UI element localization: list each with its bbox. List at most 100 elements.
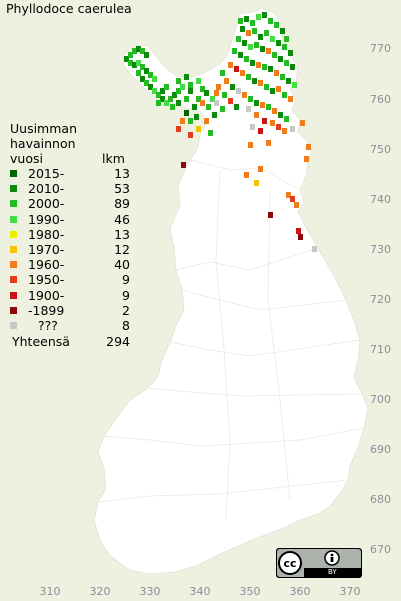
observation-cell xyxy=(176,88,181,94)
observation-cell xyxy=(258,80,263,86)
legend-item: 1900- 9 xyxy=(10,288,130,303)
observation-cell xyxy=(172,92,177,98)
legend-item-label: 1990- xyxy=(28,211,65,227)
observation-cell xyxy=(176,100,181,106)
observation-cell xyxy=(148,72,153,78)
observation-cell xyxy=(272,108,277,114)
legend-item-count: 2 xyxy=(122,302,130,318)
observation-cell xyxy=(188,88,193,94)
observation-cell xyxy=(168,96,173,102)
observation-cell xyxy=(132,62,137,68)
observation-cell xyxy=(220,106,225,112)
observation-cell xyxy=(148,84,153,90)
observation-cell xyxy=(248,142,253,148)
observation-cell xyxy=(240,26,245,32)
observation-cell xyxy=(292,82,297,88)
license-label: BY xyxy=(328,568,337,576)
observation-cell xyxy=(192,104,197,110)
observation-cell xyxy=(144,68,149,74)
legend-item: 1960- 40 xyxy=(10,257,130,272)
observation-cell xyxy=(250,60,255,66)
observation-cell xyxy=(246,74,251,80)
legend-item-label: -1899 xyxy=(28,302,65,318)
legend-item-count: 13 xyxy=(114,166,130,181)
legend-item-count: 9 xyxy=(122,287,130,303)
observation-cell xyxy=(242,40,247,46)
observation-cell xyxy=(246,30,251,36)
observation-cell xyxy=(124,56,129,62)
observation-cell xyxy=(238,18,243,24)
legend-swatch xyxy=(10,306,17,314)
observation-cell xyxy=(214,100,219,106)
legend-item: 2010- 53 xyxy=(10,181,130,196)
observation-cell xyxy=(276,40,281,46)
observation-cell xyxy=(170,104,175,110)
legend-swatch xyxy=(10,170,17,177)
observation-cell xyxy=(258,166,263,172)
svg-text:cc: cc xyxy=(283,557,296,570)
observation-cell xyxy=(176,78,181,84)
observation-cell xyxy=(260,102,265,108)
legend-item-count: 46 xyxy=(114,211,130,227)
observation-cell xyxy=(300,120,305,126)
observation-cell xyxy=(266,104,271,110)
observation-cell xyxy=(250,20,255,26)
x-tick-label: 360 xyxy=(290,585,311,598)
observation-cell xyxy=(254,112,259,118)
observation-cell xyxy=(290,64,295,70)
observation-cell xyxy=(234,66,239,72)
y-tick-label: 770 xyxy=(370,42,391,55)
observation-cell xyxy=(200,86,205,92)
legend-item-count: 8 xyxy=(122,317,130,333)
legend-item-label: 1980- xyxy=(28,226,65,242)
observation-cell xyxy=(240,70,245,76)
observation-cell xyxy=(208,130,213,136)
y-tick-label: 760 xyxy=(370,93,391,106)
observation-cell xyxy=(264,30,269,36)
observation-cell xyxy=(220,70,225,76)
observation-cell xyxy=(260,46,265,52)
observation-cells xyxy=(124,12,317,252)
observation-cell xyxy=(256,14,261,20)
observation-cell xyxy=(252,28,257,34)
x-tick-label: 350 xyxy=(240,585,261,598)
observation-cell xyxy=(276,124,281,130)
legend-swatch xyxy=(10,185,17,193)
observation-cell xyxy=(184,96,189,102)
observation-cell xyxy=(181,162,186,168)
legend-item: 1970- 12 xyxy=(10,242,130,257)
legend-item-label: 1950- xyxy=(28,272,65,288)
y-tick-label: 700 xyxy=(370,393,391,406)
observation-cell xyxy=(136,46,141,52)
observation-cell xyxy=(136,60,141,66)
legend-item-label: 1960- xyxy=(28,257,65,273)
observation-cell xyxy=(264,84,269,90)
legend-item-count: 13 xyxy=(114,226,130,242)
observation-cell xyxy=(268,18,273,24)
observation-cell xyxy=(200,100,205,106)
observation-cell xyxy=(144,80,149,86)
observation-cell xyxy=(286,192,291,198)
observation-cell xyxy=(194,114,199,120)
observation-cell xyxy=(278,112,283,118)
x-tick-label: 340 xyxy=(190,585,211,598)
observation-cell xyxy=(288,96,293,102)
observation-cell xyxy=(280,28,285,34)
observation-cell xyxy=(188,118,193,124)
observation-cell xyxy=(224,78,229,84)
legend-item-label: 2015- xyxy=(28,166,65,181)
observation-cell xyxy=(248,96,253,102)
observation-cell xyxy=(268,212,273,218)
observation-cell xyxy=(244,56,249,62)
legend-swatch xyxy=(10,245,17,253)
legend-swatch xyxy=(10,321,17,329)
observation-cell xyxy=(196,126,201,132)
observation-cell xyxy=(290,196,295,202)
observation-cell xyxy=(254,180,259,186)
observation-cell xyxy=(188,82,193,88)
observation-cell xyxy=(204,90,209,96)
y-tick-label: 750 xyxy=(370,143,391,156)
legend-item-label: 2000- xyxy=(28,196,65,212)
observation-cell xyxy=(128,52,133,58)
